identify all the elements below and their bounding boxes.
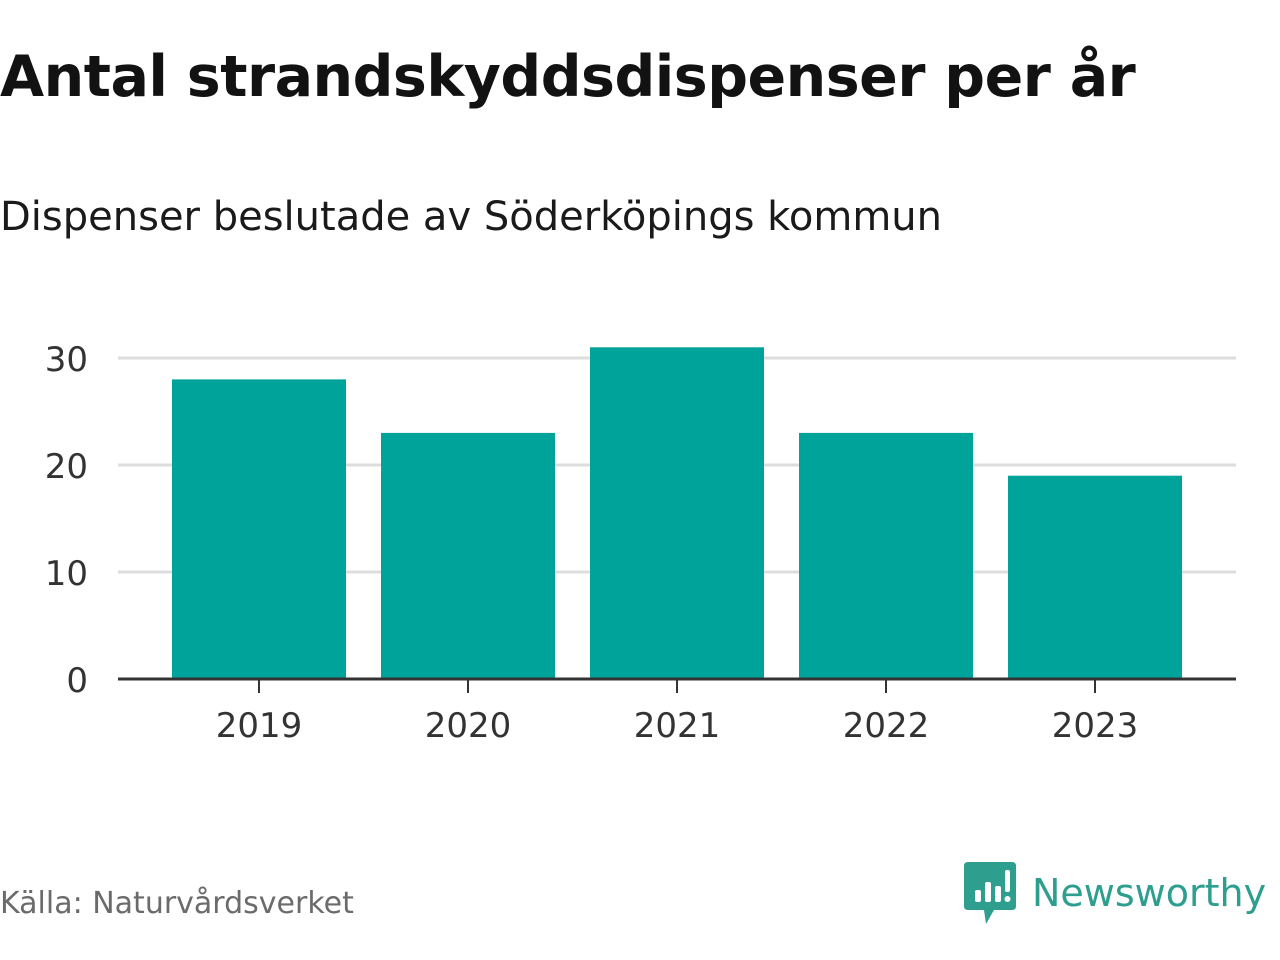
x-axis <box>118 677 1236 693</box>
bar-2019 <box>172 379 346 679</box>
x-tick-label-2020: 2020 <box>425 706 512 746</box>
x-tick-label-2021: 2021 <box>634 706 721 746</box>
bar-2023 <box>1008 475 1182 679</box>
y-tick-label-10: 10 <box>45 554 88 594</box>
x-tick-label-2019: 2019 <box>216 706 303 746</box>
bar-2021 <box>590 347 764 679</box>
x-axis-tick-labels: 2019 2020 2021 2022 2023 <box>216 706 1139 746</box>
x-tick-label-2023: 2023 <box>1052 706 1139 746</box>
chart-subtitle: Dispenser beslutade av Söderköpings komm… <box>0 194 942 240</box>
y-tick-label-0: 0 <box>66 661 88 701</box>
x-tick-label-2022: 2022 <box>843 706 930 746</box>
bars <box>172 347 1182 679</box>
bar-chart: 0 10 20 30 2019 2020 2021 2022 2023 <box>45 340 1236 746</box>
source-note: Källa: Naturvårdsverket <box>0 886 354 921</box>
brand-name: Newsworthy <box>1032 871 1267 915</box>
bar-2020 <box>381 432 555 679</box>
y-axis-tick-labels: 0 10 20 30 <box>45 340 88 701</box>
y-tick-label-20: 20 <box>45 447 88 487</box>
chart-title: Antal strandskyddsdispenser per år <box>0 44 1136 110</box>
bar-2022 <box>799 432 973 679</box>
y-tick-label-30: 30 <box>45 340 88 380</box>
newsworthy-logo-icon <box>964 862 1016 924</box>
brand-logo: Newsworthy <box>964 862 1266 924</box>
